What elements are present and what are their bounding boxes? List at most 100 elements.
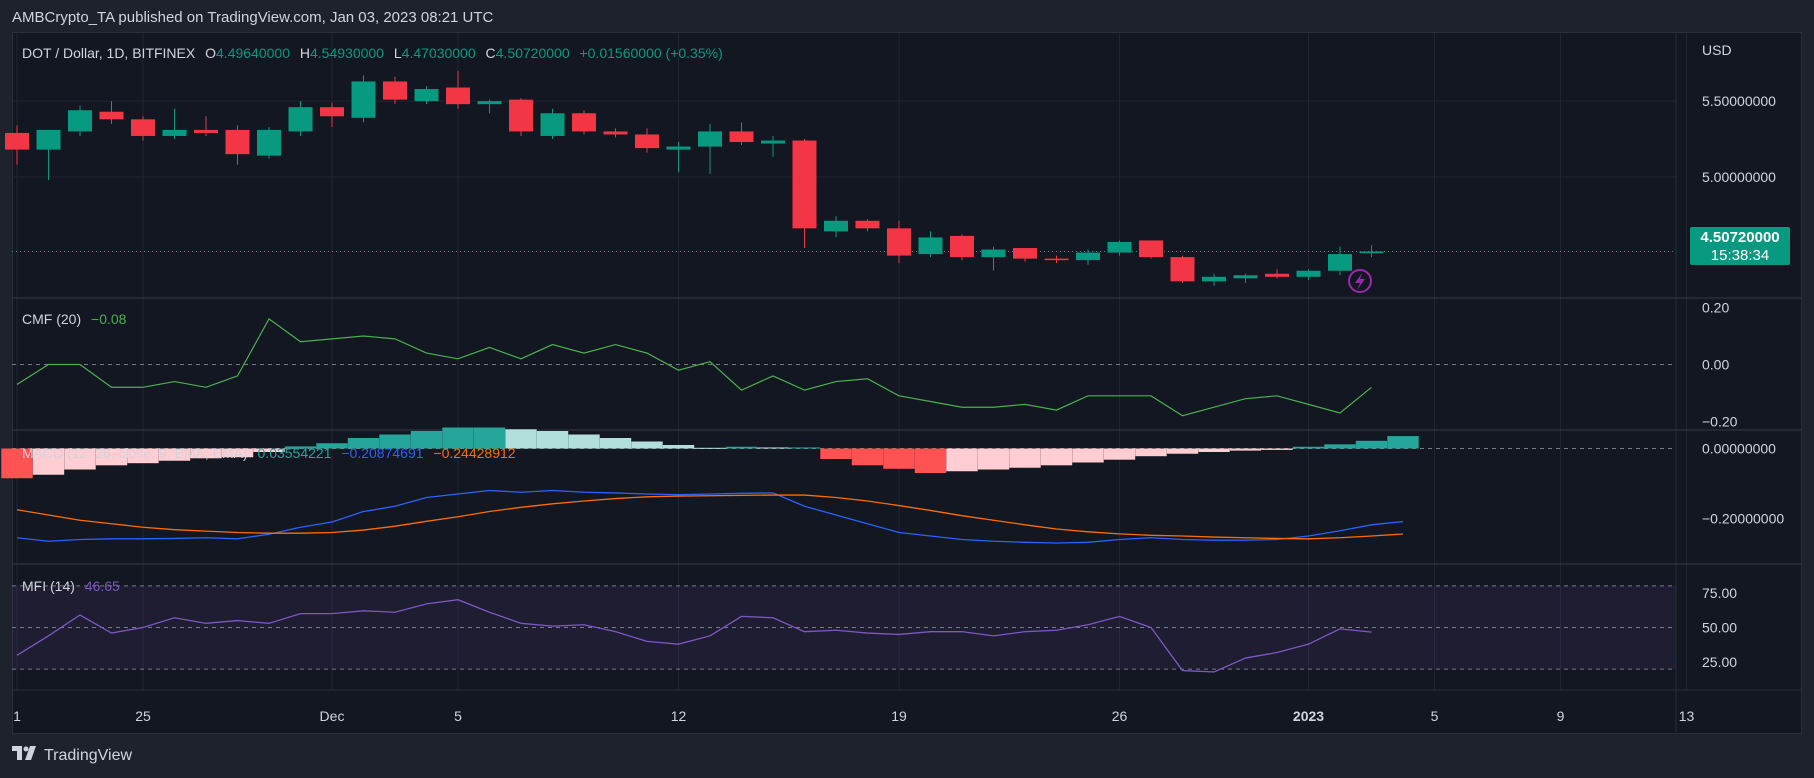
candle-body (981, 249, 1006, 258)
macd-histogram-bar (95, 448, 128, 466)
macd-name: MACD (12, 26, close, 9, EMA, EMA) (22, 445, 248, 461)
candle-body (918, 237, 943, 255)
tradingview-brand-label: TradingView (44, 746, 133, 764)
publisher-header: AMBCrypto_TA published on TradingView.co… (12, 9, 494, 26)
low-label: L (393, 45, 402, 61)
cmf-line (16, 318, 1372, 417)
mfi-line (16, 599, 1372, 673)
candle-body (887, 228, 911, 256)
macd-histogram-bar (1166, 448, 1199, 454)
open-label: O (205, 45, 217, 61)
mfi-tick-label: 25.00 (1702, 654, 1737, 670)
candle-body (288, 107, 313, 132)
candle-body (477, 101, 502, 105)
mfi-legend: MFI (14) 46.65 (22, 578, 126, 594)
macd-tick-label: −0.20000000 (1702, 511, 1784, 527)
candle-body (572, 113, 596, 132)
macd-histogram-bar (1040, 448, 1073, 466)
candle-body (162, 129, 187, 136)
candle-body (446, 87, 470, 105)
macd-histogram-bar (32, 448, 65, 475)
candle-body (68, 110, 92, 132)
macd-histogram-bar (221, 448, 254, 458)
macd-hist-value: 0.03554221 (257, 445, 332, 461)
candle-body (194, 129, 218, 133)
cmf-tick-label: 0.20 (1702, 300, 1729, 316)
candle-body (540, 113, 565, 136)
macd-histogram-bar (127, 448, 159, 464)
macd-histogram-bar (253, 448, 285, 452)
time-tick-label: 25 (135, 708, 151, 724)
signal-line (16, 494, 1404, 540)
candle-body (131, 119, 155, 136)
candle-body (729, 131, 754, 143)
macd-histogram-bar (662, 445, 695, 449)
candle-body (1233, 275, 1258, 279)
candle-body (99, 111, 124, 120)
chart-frame[interactable] (12, 32, 1802, 734)
cmf-value: −0.08 (91, 311, 127, 327)
macd-histogram-bar (284, 446, 317, 449)
candle-body (36, 129, 61, 150)
cmf-legend: CMF (20) −0.08 (22, 311, 132, 327)
last-price-value: 4.50720000 (1700, 229, 1780, 246)
candle-body (698, 131, 722, 147)
macd-line (16, 489, 1404, 544)
macd-histogram-bar (1, 448, 33, 479)
candle-body (414, 89, 439, 102)
tradingview-logo-icon (12, 746, 38, 765)
macd-line-value: −0.20874691 (341, 445, 424, 461)
time-tick-label: 5 (1431, 708, 1439, 724)
candle-body (635, 134, 659, 149)
macd-histogram-bar (1072, 448, 1104, 463)
macd-histogram-bar (1103, 448, 1136, 460)
time-tick-label: 13 (1679, 708, 1695, 724)
candle-body (1202, 276, 1226, 282)
symbol-label: DOT / Dollar, 1D, BITFINEX (22, 45, 196, 61)
macd-histogram-bar (694, 447, 726, 449)
time-tick-label: Dec (320, 708, 345, 724)
macd-histogram-bar (1229, 448, 1262, 451)
candle-body (509, 99, 533, 132)
candle-body (5, 132, 29, 150)
macd-histogram-bar (1198, 448, 1230, 452)
mfi-tick-label: 75.00 (1702, 585, 1737, 601)
candle-body (1296, 270, 1321, 277)
macd-tick-label: 0.00000000 (1702, 441, 1776, 457)
macd-histogram-bar (1355, 440, 1388, 449)
candle-body (1013, 248, 1037, 259)
price-tick-label: 5.00000000 (1702, 169, 1776, 185)
time-tick-label: 9 (1557, 708, 1565, 724)
cmf-name: CMF (20) (22, 311, 82, 327)
macd-histogram-bar (505, 429, 537, 449)
macd-histogram-bar (568, 434, 600, 449)
macd-histogram-bar (536, 431, 569, 449)
macd-histogram-bar (316, 443, 348, 449)
macd-histogram-bar (410, 431, 443, 449)
mfi-tick-label: 50.00 (1702, 620, 1737, 636)
macd-histogram-bar (1135, 448, 1167, 457)
macd-histogram-bar (1324, 444, 1356, 449)
currency-label: USD (1702, 42, 1732, 58)
macd-histogram-bar (1261, 448, 1293, 450)
macd-histogram-bar (599, 438, 632, 449)
main-legend: DOT / Dollar, 1D, BITFINEX O4.49640000 H… (22, 45, 729, 61)
candle-body (383, 81, 407, 100)
macd-histogram-bar (158, 448, 191, 461)
macd-signal-value: −0.24428912 (433, 445, 516, 461)
macd-histogram-bar (725, 446, 758, 449)
footer-brand[interactable]: TradingView (12, 746, 132, 765)
candle-body (351, 81, 376, 118)
candle-body (225, 129, 250, 155)
macd-histogram-bar (442, 427, 474, 449)
macd-histogram-bar (1292, 446, 1325, 449)
bar-countdown: 15:38:34 (1710, 247, 1770, 264)
candle-body (1044, 258, 1069, 261)
candle-body (666, 146, 691, 150)
candle-body (1265, 273, 1289, 277)
macd-histogram-bar (788, 447, 821, 449)
open-value: 4.49640000 (216, 45, 290, 61)
macd-histogram-bar (820, 448, 852, 459)
time-tick-label: 12 (671, 708, 687, 724)
